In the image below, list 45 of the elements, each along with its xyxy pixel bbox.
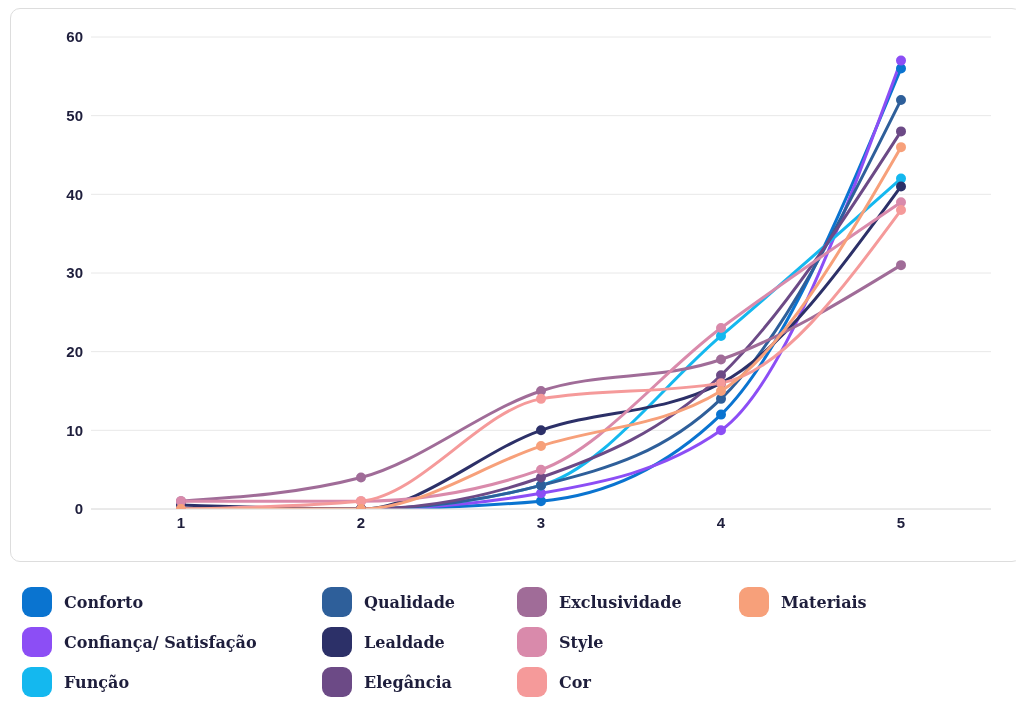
legend-label: Confiança/ Satisfação — [64, 632, 257, 652]
x-tick-label: 5 — [896, 513, 906, 531]
point — [896, 181, 906, 192]
y-tick-label: 20 — [66, 342, 83, 360]
point — [896, 126, 906, 137]
legend-label: Qualidade — [364, 592, 456, 612]
legend-label: Função — [64, 672, 130, 692]
point — [356, 472, 366, 483]
point — [896, 260, 906, 271]
point — [536, 425, 546, 436]
y-tick-label: 40 — [66, 185, 83, 203]
legend-label: Conforto — [64, 592, 144, 612]
x-tick-label: 4 — [716, 513, 726, 531]
y-tick-label: 0 — [74, 500, 83, 518]
y-tick-label: 10 — [66, 421, 83, 439]
y-tick-label: 30 — [66, 264, 83, 282]
y-tick-label: 60 — [66, 28, 83, 46]
point — [896, 173, 906, 184]
x-tick-label: 1 — [176, 513, 186, 531]
point — [716, 409, 726, 420]
point — [716, 323, 726, 334]
point — [896, 94, 906, 105]
point — [536, 386, 546, 396]
point — [896, 55, 906, 66]
point — [536, 488, 546, 499]
point — [536, 441, 546, 452]
point — [716, 386, 726, 396]
y-tick-label: 50 — [66, 106, 83, 124]
point — [536, 393, 546, 404]
point — [716, 354, 726, 365]
point — [536, 472, 546, 483]
x-tick-label: 3 — [536, 513, 546, 531]
legend-label: Style — [559, 632, 604, 652]
point — [536, 496, 546, 507]
point — [896, 205, 906, 216]
legend-label: Materiais — [781, 592, 867, 612]
point — [716, 425, 726, 436]
point — [896, 63, 906, 74]
point — [896, 142, 906, 153]
x-tick-label: 2 — [356, 513, 366, 531]
legend-label: Cor — [559, 672, 591, 692]
legend-label: Lealdade — [364, 632, 445, 652]
point — [536, 464, 546, 475]
legend-label: Exclusividade — [559, 592, 682, 612]
legend-label: Elegância — [364, 672, 452, 692]
